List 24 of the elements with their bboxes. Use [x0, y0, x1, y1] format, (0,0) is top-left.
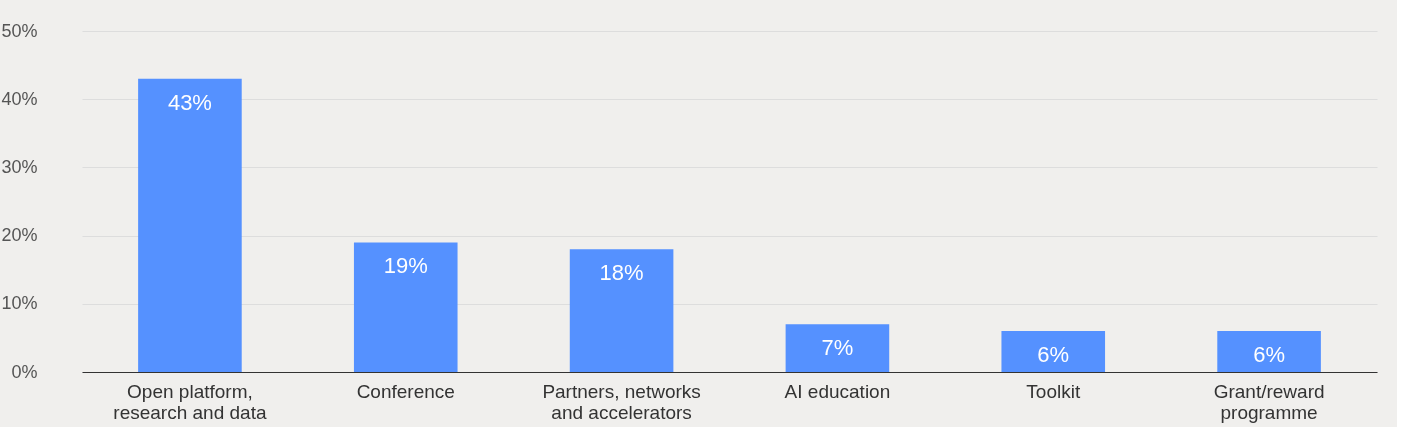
x-tick-label: Conference — [356, 380, 455, 402]
data-label: 6% — [1253, 342, 1285, 368]
x-tick-label: Grant/reward programme — [1213, 380, 1325, 423]
y-tick-label: 0% — [11, 361, 38, 382]
data-label: 19% — [383, 253, 428, 279]
x-tick-label: Toolkit — [1026, 380, 1081, 402]
bar — [1217, 331, 1321, 372]
data-label: 43% — [167, 89, 212, 115]
bar — [1001, 331, 1106, 372]
y-tick-label: 20% — [1, 225, 38, 246]
data-label: 18% — [599, 260, 644, 286]
data-label: 7% — [821, 335, 854, 361]
bar — [138, 78, 242, 372]
y-tick-label: 40% — [1, 88, 38, 109]
x-tick-label: Partners, networks and accelerators — [542, 380, 701, 423]
y-tick-label: 10% — [1, 293, 38, 314]
y-tick-label: 30% — [1, 156, 38, 177]
bar — [569, 249, 674, 372]
bar — [353, 242, 458, 372]
y-tick-label: 50% — [1, 20, 38, 41]
x-tick-label: AI education — [784, 380, 891, 402]
data-label: 6% — [1037, 342, 1070, 368]
bar — [785, 324, 890, 372]
x-tick-label: Open platform, research and data — [113, 380, 267, 423]
